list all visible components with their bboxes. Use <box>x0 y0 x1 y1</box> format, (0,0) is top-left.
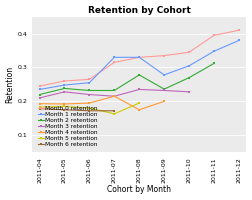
Title: Retention by Cohort: Retention by Cohort <box>88 6 191 15</box>
Month 3 retention <box>88 93 91 96</box>
Month 3 retention <box>38 97 41 99</box>
Month 6 retention <box>113 110 116 112</box>
Line: Month 4 retention: Month 4 retention <box>38 95 166 111</box>
Month 0 retention <box>212 34 215 37</box>
Month 6 retention <box>38 108 41 110</box>
Month 4 retention <box>38 102 41 105</box>
Month 2 retention <box>212 62 215 65</box>
Line: Month 0 retention: Month 0 retention <box>38 29 240 87</box>
Month 5 retention <box>113 113 116 115</box>
Month 6 retention <box>63 109 66 111</box>
Month 0 retention <box>187 51 191 53</box>
Month 0 retention <box>63 80 66 82</box>
Month 0 retention <box>113 61 116 64</box>
Month 3 retention <box>113 95 116 97</box>
Month 4 retention <box>113 95 116 97</box>
Month 1 retention <box>113 56 116 59</box>
Month 2 retention <box>138 74 141 76</box>
Month 1 retention <box>138 56 141 59</box>
Month 2 retention <box>187 76 191 79</box>
Month 3 retention <box>163 89 166 92</box>
Month 6 retention <box>88 110 91 112</box>
Month 4 retention <box>138 109 141 111</box>
Line: Month 1 retention: Month 1 retention <box>38 39 240 91</box>
Month 4 retention <box>63 103 66 105</box>
Legend: Month 0 retention, Month 1 retention, Month 2 retention, Month 3 retention, Mont: Month 0 retention, Month 1 retention, Mo… <box>37 106 98 148</box>
Month 1 retention <box>38 88 41 91</box>
Month 1 retention <box>237 39 240 42</box>
Month 5 retention <box>38 106 41 108</box>
Month 5 retention <box>88 107 91 109</box>
Line: Month 2 retention: Month 2 retention <box>38 62 215 96</box>
Month 5 retention <box>138 102 141 104</box>
Month 0 retention <box>237 29 240 31</box>
Month 3 retention <box>63 91 66 93</box>
Month 2 retention <box>38 93 41 96</box>
Month 2 retention <box>63 87 66 90</box>
Month 1 retention <box>163 74 166 76</box>
Month 5 retention <box>63 105 66 108</box>
Month 1 retention <box>212 50 215 52</box>
Month 3 retention <box>138 88 141 91</box>
Month 2 retention <box>163 88 166 90</box>
Month 0 retention <box>138 56 141 59</box>
Month 3 retention <box>187 91 191 93</box>
Y-axis label: Retention: Retention <box>6 66 15 103</box>
Month 0 retention <box>38 85 41 87</box>
X-axis label: Cohort by Month: Cohort by Month <box>107 185 171 194</box>
Month 2 retention <box>88 89 91 92</box>
Month 4 retention <box>163 100 166 103</box>
Month 1 retention <box>187 65 191 67</box>
Month 2 retention <box>113 89 116 92</box>
Line: Month 5 retention: Month 5 retention <box>38 102 141 115</box>
Line: Month 6 retention: Month 6 retention <box>38 107 116 112</box>
Month 4 retention <box>88 102 91 104</box>
Line: Month 3 retention: Month 3 retention <box>38 88 191 99</box>
Month 0 retention <box>163 54 166 57</box>
Month 0 retention <box>88 78 91 81</box>
Month 1 retention <box>63 84 66 86</box>
Month 1 retention <box>88 81 91 84</box>
